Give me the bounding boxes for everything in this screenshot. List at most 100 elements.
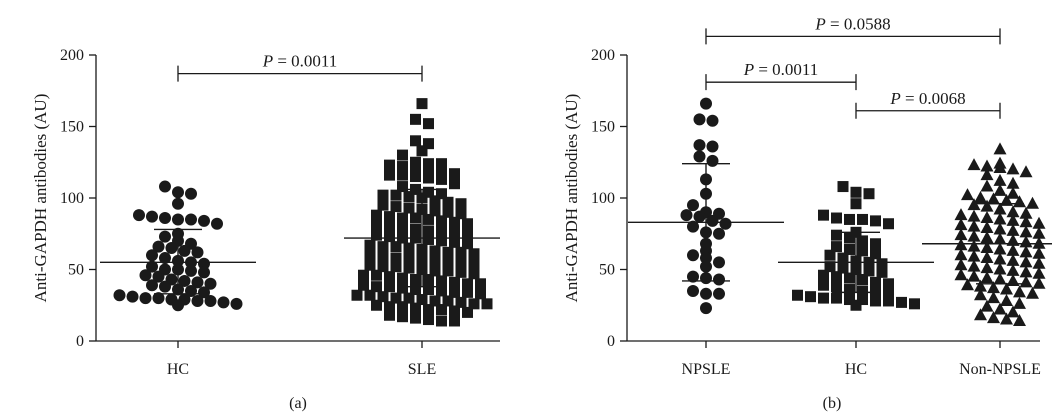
data-point: [1032, 246, 1046, 259]
y-tick-label: 200: [60, 47, 84, 64]
x-category-label: Non-NPSLE: [959, 361, 1041, 378]
data-point: [980, 221, 994, 234]
data-point: [1013, 313, 1026, 326]
data-point: [1032, 256, 1046, 269]
data-point: [987, 291, 1000, 304]
data-point: [371, 229, 382, 241]
data-point: [449, 276, 460, 288]
data-point: [837, 262, 849, 274]
data-point: [818, 292, 829, 304]
data-point: [139, 269, 152, 282]
data-point: [954, 208, 968, 221]
data-point: [159, 212, 171, 225]
data-point: [1006, 186, 1020, 199]
data-point: [442, 295, 454, 307]
data-point: [961, 278, 974, 291]
data-point: [1019, 245, 1033, 258]
data-point: [980, 211, 994, 224]
data-point: [397, 169, 408, 181]
data-point: [146, 260, 158, 273]
data-point: [455, 266, 467, 278]
data-point: [719, 217, 732, 230]
data-point: [423, 186, 434, 198]
data-point: [410, 113, 421, 125]
data-point: [870, 295, 881, 307]
data-point: [883, 288, 894, 300]
data-point: [377, 251, 389, 263]
data-point: [967, 259, 981, 272]
data-point: [870, 238, 881, 250]
data-point: [993, 302, 1007, 315]
data-point: [423, 233, 434, 245]
data-point: [384, 169, 395, 181]
data-point: [980, 179, 994, 192]
data-point: [178, 274, 191, 287]
data-point: [410, 156, 421, 168]
data-point: [172, 213, 184, 226]
x-category-label: HC: [845, 361, 867, 378]
data-point: [1000, 193, 1013, 206]
data-point: [980, 261, 994, 274]
data-point: [980, 299, 994, 312]
data-point: [390, 241, 402, 253]
data-point: [436, 158, 447, 170]
y-tick-label: 50: [599, 262, 615, 279]
data-point: [390, 252, 402, 264]
data-point: [1026, 286, 1039, 299]
data-point: [377, 189, 389, 201]
data-point: [397, 301, 408, 313]
data-point: [410, 302, 421, 314]
data-point: [198, 266, 210, 279]
data-point: [706, 114, 719, 127]
data-point: [442, 265, 454, 277]
data-point: [429, 195, 441, 207]
data-point: [152, 240, 165, 253]
data-point: [967, 239, 981, 252]
data-point: [837, 181, 849, 193]
data-point: [700, 97, 712, 110]
data-point: [1006, 176, 1020, 189]
data-point: [857, 285, 868, 297]
data-point: [410, 171, 421, 183]
data-point: [980, 241, 994, 254]
data-point: [687, 199, 699, 212]
data-point: [159, 180, 171, 193]
data-point: [358, 279, 369, 291]
data-point: [857, 274, 868, 286]
x-category-label: SLE: [408, 361, 436, 378]
data-point: [423, 314, 434, 326]
data-point: [364, 239, 376, 251]
data-point: [410, 312, 421, 324]
data-point: [713, 287, 725, 300]
data-point: [713, 256, 725, 269]
data-point: [191, 294, 204, 307]
data-point: [993, 183, 1007, 196]
data-point: [831, 241, 842, 253]
data-point: [818, 279, 829, 291]
data-point: [139, 292, 152, 305]
data-point: [436, 275, 447, 287]
data-point: [358, 269, 369, 281]
data-point: [442, 246, 454, 258]
data-point: [384, 159, 395, 171]
data-point: [700, 287, 712, 300]
data-point: [449, 226, 460, 238]
data-point: [713, 227, 725, 240]
data-point: [146, 210, 158, 223]
data-point: [967, 158, 981, 171]
y-tick-label: 0: [607, 333, 615, 350]
y-tick-label: 50: [68, 262, 84, 279]
data-point: [410, 135, 421, 147]
data-point: [436, 315, 447, 327]
data-point: [178, 244, 191, 257]
data-point: [423, 172, 434, 184]
data-point: [844, 232, 855, 244]
data-point: [397, 181, 408, 193]
data-point: [191, 276, 204, 289]
data-point: [1006, 273, 1020, 286]
data-point: [850, 186, 862, 198]
data-point: [416, 145, 428, 157]
data-point: [172, 186, 184, 199]
x-category-label: HC: [167, 361, 189, 378]
data-point: [1000, 293, 1013, 306]
